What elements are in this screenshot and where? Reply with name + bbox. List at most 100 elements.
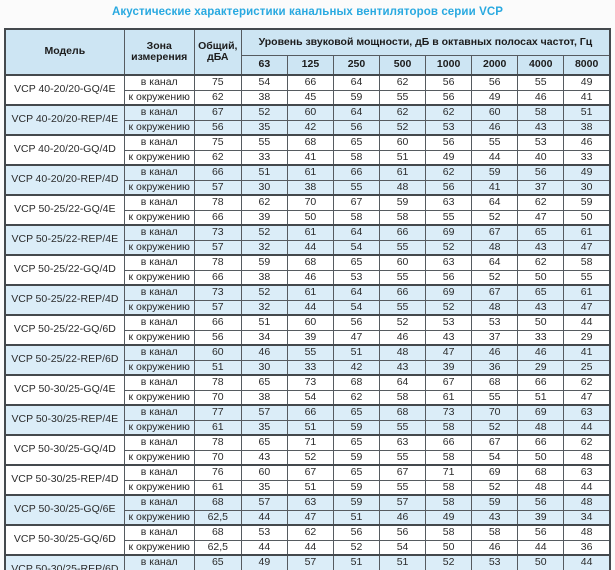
model-name-cell: VCP 40-20/20-GQ/4E: [4, 74, 125, 106]
spl-value-cell: 67: [471, 224, 519, 241]
spl-value-cell: 36: [471, 359, 519, 376]
measurement-zone-cell: к окружению: [123, 89, 195, 106]
spl-value-cell: 52: [471, 209, 519, 226]
spl-value-cell: 44: [240, 539, 288, 556]
spl-value-cell: 52: [471, 269, 519, 286]
spl-value-cell: 54: [332, 239, 381, 256]
total-dba-cell: 67: [193, 104, 242, 121]
spl-value-cell: 52: [425, 239, 473, 256]
spl-value-cell: 59: [332, 449, 381, 466]
spl-value-cell: 44: [563, 419, 611, 436]
spl-value-cell: 49: [425, 149, 473, 166]
spl-value-cell: 55: [517, 74, 565, 91]
spl-value-cell: 52: [471, 479, 519, 496]
measurement-zone-cell: в канал: [123, 134, 195, 151]
freq-column-header: 63: [240, 54, 288, 76]
spl-value-cell: 59: [471, 164, 519, 181]
spl-value-cell: 64: [332, 284, 381, 301]
spl-value-cell: 51: [240, 314, 288, 331]
spl-value-cell: 43: [517, 239, 565, 256]
spl-value-cell: 64: [332, 104, 381, 121]
spl-value-cell: 57: [240, 494, 288, 511]
table-row: VCP 50-25/22-REP/4E в канал 73 52 61 64 66 69 67…: [4, 224, 611, 256]
spl-value-cell: 65: [332, 134, 381, 151]
measurement-zone-cell: к окружению: [123, 269, 195, 286]
spl-value-cell: 53: [332, 269, 381, 286]
spl-value-cell: 48: [563, 494, 611, 511]
table-row: VCP 40-20/20-REP/4D в канал 66 51 61 66 61 62 59…: [4, 164, 611, 196]
spl-value-cell: 54: [240, 74, 288, 91]
spl-value-cell: 54: [332, 299, 381, 316]
freq-column-header: 1000: [425, 54, 473, 76]
spl-value-cell: 32: [240, 239, 288, 256]
spl-value-cell: 66: [286, 74, 334, 91]
total-dba-cell: 51: [193, 359, 242, 376]
spl-value-cell: 56: [332, 314, 381, 331]
spl-value-cell: 51: [240, 164, 288, 181]
total-dba-cell: 56: [193, 329, 242, 346]
spl-value-cell: 43: [471, 509, 519, 526]
total-dba-cell: 77: [193, 404, 242, 421]
spl-value-cell: 58: [332, 209, 381, 226]
measurement-zone-cell: к окружению: [123, 449, 195, 466]
spl-value-cell: 33: [240, 149, 288, 166]
spl-value-cell: 38: [240, 269, 288, 286]
table-row: к окружению 61 35 51 59 55 58 52 48 44: [5, 419, 611, 436]
measurement-zone-cell: к окружению: [123, 419, 195, 436]
measurement-zone-cell: к окружению: [123, 299, 195, 316]
spl-value-cell: 68: [286, 134, 334, 151]
spl-value-cell: 48: [471, 239, 519, 256]
spl-value-cell: 64: [332, 224, 381, 241]
table-row: VCP 50-30/25-REP/6D в канал 65 49 57 51 51 52 53…: [4, 554, 611, 570]
measurement-zone-cell: в канал: [123, 314, 195, 331]
table-row: к окружению 70 38 54 62 58 61 55 51 47: [5, 389, 611, 406]
spl-value-cell: 44: [286, 299, 334, 316]
total-dba-cell: 62,5: [193, 539, 242, 556]
spl-value-cell: 55: [379, 239, 427, 256]
spl-value-cell: 70: [286, 194, 334, 211]
total-dba-cell: 73: [193, 284, 242, 301]
spl-value-cell: 38: [240, 389, 288, 406]
table-row: к окружению 70 43 52 59 55 58 54 50 48: [5, 449, 611, 466]
spl-value-cell: 59: [379, 194, 427, 211]
spl-value-cell: 36: [563, 539, 611, 556]
page-title: Акустические характеристики канальных ве…: [111, 6, 504, 18]
spl-value-cell: 68: [332, 374, 381, 391]
spl-value-cell: 50: [563, 209, 611, 226]
spl-value-cell: 62: [563, 434, 611, 451]
spl-value-cell: 46: [379, 509, 427, 526]
spl-value-cell: 47: [563, 299, 611, 316]
spl-value-cell: 73: [286, 374, 334, 391]
spl-value-cell: 59: [240, 254, 288, 271]
spl-value-cell: 37: [517, 179, 565, 196]
table-row: к окружению 56 35 42 56 52 53 46 43 38: [5, 119, 611, 136]
spl-value-cell: 52: [425, 299, 473, 316]
measurement-zone-cell: в канал: [123, 254, 195, 271]
total-dba-cell: 76: [193, 464, 242, 481]
spl-value-cell: 54: [286, 389, 334, 406]
total-dba-cell: 62: [193, 89, 242, 106]
spl-value-cell: 48: [517, 479, 565, 496]
table-row: к окружению 56 34 39 47 46 43 37 33 29: [5, 329, 611, 346]
spl-value-cell: 60: [471, 104, 519, 121]
freq-column-header: 125: [286, 54, 334, 76]
spl-value-cell: 62: [286, 524, 334, 541]
total-dba-cell: 66: [193, 164, 242, 181]
spl-value-cell: 65: [332, 254, 381, 271]
spl-value-cell: 56: [517, 164, 565, 181]
spl-value-cell: 59: [563, 194, 611, 211]
total-dba-cell: 70: [193, 389, 242, 406]
spl-value-cell: 29: [563, 329, 611, 346]
model-name-cell: VCP 40-20/20-GQ/4D: [4, 134, 125, 166]
model-name-cell: VCP 40-20/20-REP/4E: [4, 104, 125, 136]
spl-value-cell: 48: [379, 344, 427, 361]
spl-value-cell: 50: [517, 554, 565, 570]
spl-value-cell: 38: [286, 179, 334, 196]
total-dba-cell: 75: [193, 74, 242, 91]
spl-value-cell: 65: [332, 404, 381, 421]
spl-value-cell: 57: [240, 404, 288, 421]
spl-value-cell: 47: [286, 509, 334, 526]
spl-value-cell: 50: [425, 539, 473, 556]
spl-value-cell: 53: [425, 314, 473, 331]
spl-value-cell: 33: [517, 329, 565, 346]
